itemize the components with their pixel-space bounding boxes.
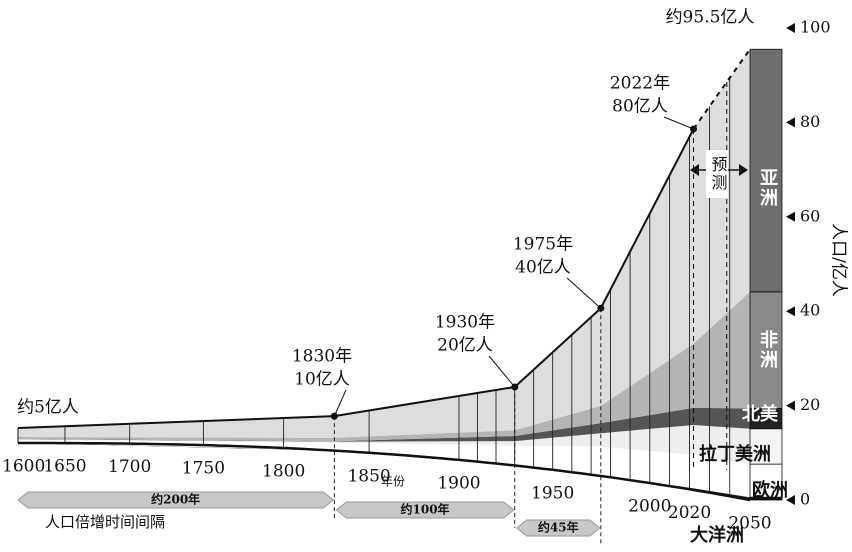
doubling-label: 人口倍增时间间隔 [45, 513, 165, 531]
leader [488, 355, 516, 388]
doubling-interval: 约100年 [401, 502, 450, 517]
doubling-arrow [17, 491, 335, 509]
x-tick-label: 1900 [437, 473, 480, 493]
x-tick-label: 1650 [43, 457, 86, 477]
y-tick-label: 60 [800, 206, 820, 225]
area-5 [18, 49, 750, 438]
area-2 [18, 425, 750, 465]
face-segment [749, 428, 783, 465]
annotation: 2022年 [610, 74, 670, 94]
x-tick-label: 1700 [108, 457, 151, 477]
face-segment [749, 291, 783, 409]
annotation: 1930年 [435, 313, 495, 333]
series-label: 大洋洲 [690, 524, 744, 546]
y-tick [786, 117, 795, 128]
x-axis-label: 年份 [381, 475, 405, 489]
y-tick-label: 20 [800, 395, 820, 414]
y-tick-label: 40 [800, 301, 820, 320]
arrow-head [690, 164, 699, 176]
x-tick-label: 1950 [531, 483, 574, 503]
x-tick-label: 2020 [668, 503, 711, 523]
annotation: 约5亿人 [17, 398, 79, 418]
doubling-arrow [515, 519, 601, 537]
series-label: 非洲 [757, 329, 778, 370]
doubling-interval: 约45年 [538, 520, 579, 535]
area-3 [18, 407, 750, 442]
annotation: 约95.5亿人 [666, 8, 755, 28]
ribbon-bottom [18, 441, 751, 502]
y-tick [786, 400, 795, 411]
annotation: 40亿人 [515, 258, 571, 278]
total-line [17, 48, 751, 429]
doubling-arrow [335, 501, 515, 519]
series-label: 北美 [742, 403, 778, 425]
series-label: 欧洲 [752, 479, 788, 501]
x-tick-label: 1750 [182, 459, 225, 479]
arrow-head [739, 164, 748, 176]
y-tick-label: 80 [800, 112, 820, 131]
leader [333, 389, 347, 417]
y-axis-label: 人口/亿人 [829, 223, 849, 297]
annotation: 20亿人 [437, 336, 493, 356]
y-tick [786, 211, 795, 222]
y-tick [786, 306, 795, 317]
annotation: 10亿人 [294, 370, 350, 390]
series-label: 拉丁美洲 [699, 443, 771, 465]
x-tick-label: 2000 [628, 497, 671, 517]
series-label: 亚洲 [757, 168, 778, 208]
y-tick [786, 23, 795, 33]
y-tick-label: 100 [800, 18, 831, 37]
annotation: 1830年 [292, 347, 352, 367]
annotation: 1975年 [513, 235, 573, 255]
face-segment [749, 463, 783, 498]
forecast-label: 预测 [709, 156, 728, 192]
annotation: 80亿人 [612, 97, 668, 117]
face-segment [749, 48, 783, 293]
leader [663, 116, 694, 130]
x-tick-label: 1850 [347, 466, 390, 486]
forecast-box [706, 150, 728, 198]
y-tick [786, 495, 795, 505]
area-1 [18, 439, 750, 498]
doubling-interval: 约200年 [151, 492, 200, 507]
y-tick-label: 0 [800, 490, 810, 509]
x-tick-label: 2050 [728, 514, 771, 534]
leader [566, 277, 602, 309]
x-tick-label: 1600 [2, 457, 45, 477]
x-tick-label: 1800 [262, 462, 305, 482]
